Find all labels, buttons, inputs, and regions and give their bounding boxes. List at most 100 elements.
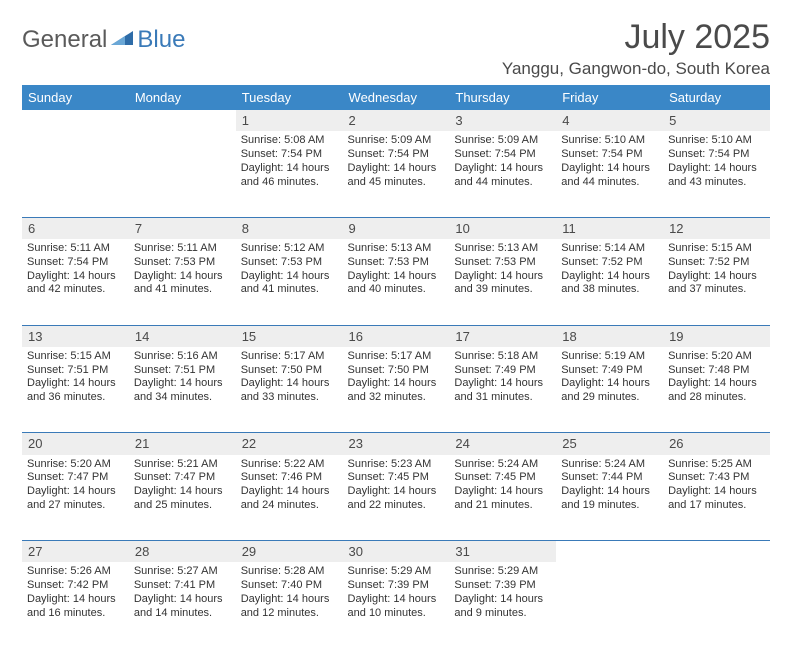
day-cell: Sunrise: 5:25 AMSunset: 7:43 PMDaylight:… [663,455,770,541]
sunset-text: Sunset: 7:43 PM [668,471,765,485]
sunrise-text: Sunrise: 5:14 AM [561,242,658,256]
sunset-text: Sunset: 7:47 PM [134,471,231,485]
sunrise-text: Sunrise: 5:23 AM [348,458,445,472]
page-title: July 2025 [502,18,770,57]
day-number: 17 [449,326,556,347]
location-subtitle: Yanggu, Gangwon-do, South Korea [502,59,770,79]
day-number: 9 [343,218,450,239]
weekday-header-row: Sunday Monday Tuesday Wednesday Thursday… [22,85,770,110]
sunrise-text: Sunrise: 5:21 AM [134,458,231,472]
daylight-text: Daylight: 14 hours and 17 minutes. [668,485,765,513]
daylight-text: Daylight: 14 hours and 22 minutes. [348,485,445,513]
sunrise-text: Sunrise: 5:20 AM [668,350,765,364]
sunset-text: Sunset: 7:53 PM [348,256,445,270]
sunrise-text: Sunrise: 5:17 AM [348,350,445,364]
daylight-text: Daylight: 14 hours and 41 minutes. [134,270,231,298]
day-number: 3 [449,110,556,131]
calendar-body: 12345Sunrise: 5:08 AMSunset: 7:54 PMDayl… [22,110,770,648]
sunset-text: Sunset: 7:46 PM [241,471,338,485]
sunrise-text: Sunrise: 5:18 AM [454,350,551,364]
daylight-text: Daylight: 14 hours and 31 minutes. [454,377,551,405]
day-cell: Sunrise: 5:10 AMSunset: 7:54 PMDaylight:… [663,131,770,217]
daylight-text: Daylight: 14 hours and 32 minutes. [348,377,445,405]
day-number: 26 [663,433,770,454]
day-cell [556,562,663,648]
sunrise-text: Sunrise: 5:10 AM [668,134,765,148]
sunrise-text: Sunrise: 5:16 AM [134,350,231,364]
sunrise-text: Sunrise: 5:28 AM [241,565,338,579]
sunset-text: Sunset: 7:53 PM [454,256,551,270]
daylight-text: Daylight: 14 hours and 25 minutes. [134,485,231,513]
sunrise-text: Sunrise: 5:25 AM [668,458,765,472]
daylight-text: Daylight: 14 hours and 16 minutes. [27,593,124,621]
sunset-text: Sunset: 7:53 PM [241,256,338,270]
brand-part2: Blue [137,26,185,54]
day-number: 24 [449,433,556,454]
day-cell: Sunrise: 5:20 AMSunset: 7:47 PMDaylight:… [22,455,129,541]
sunset-text: Sunset: 7:54 PM [454,148,551,162]
day-cell: Sunrise: 5:20 AMSunset: 7:48 PMDaylight:… [663,347,770,433]
sunrise-text: Sunrise: 5:15 AM [27,350,124,364]
day-cell: Sunrise: 5:13 AMSunset: 7:53 PMDaylight:… [449,239,556,325]
daylight-text: Daylight: 14 hours and 29 minutes. [561,377,658,405]
sunrise-text: Sunrise: 5:09 AM [454,134,551,148]
day-cell: Sunrise: 5:24 AMSunset: 7:44 PMDaylight:… [556,455,663,541]
day-number: 7 [129,218,236,239]
week-row: Sunrise: 5:11 AM Sunset: 7:54 PM Daylight:… [22,239,770,325]
daynum-row: 6789101112 [22,218,770,239]
sunset-text: Sunset: 7:40 PM [241,579,338,593]
day-cell: Sunrise: 5:17 AMSunset: 7:50 PMDaylight:… [343,347,450,433]
day-number: 20 [22,433,129,454]
sunset-text: Sunset: 7:52 PM [561,256,658,270]
header: General Blue July 2025 Yanggu, Gangwon-d… [22,18,770,79]
day-cell: Sunrise: 5:14 AMSunset: 7:52 PMDaylight:… [556,239,663,325]
sunrise-text: Sunrise: 5:22 AM [241,458,338,472]
sunrise-text: Sunrise: 5:10 AM [561,134,658,148]
day-number: 6 [22,218,129,239]
sunrise-text: Sunrise: 5:11 AM [134,242,231,256]
sunrise-text: Sunrise: 5:20 AM [27,458,124,472]
day-number [556,541,663,562]
sunrise-text: Sunrise: 5:15 AM [668,242,765,256]
sunset-text: Sunset: 7:51 PM [27,364,124,378]
week-row: Sunrise: 5:20 AMSunset: 7:47 PMDaylight:… [22,455,770,541]
day-cell: Sunrise: 5:21 AMSunset: 7:47 PMDaylight:… [129,455,236,541]
day-cell: Sunrise: 5:29 AMSunset: 7:39 PMDaylight:… [449,562,556,648]
daylight-text: Daylight: 14 hours and 27 minutes. [27,485,124,513]
sunset-text: Sunset: 7:51 PM [134,364,231,378]
day-cell: Sunrise: 5:27 AMSunset: 7:41 PMDaylight:… [129,562,236,648]
sunrise-text: Sunrise: 5:19 AM [561,350,658,364]
day-cell: Sunrise: 5:09 AMSunset: 7:54 PMDaylight:… [343,131,450,217]
sunset-text: Sunset: 7:39 PM [348,579,445,593]
day-number: 27 [22,541,129,562]
day-number [663,541,770,562]
daynum-row: 13141516171819 [22,326,770,347]
day-number [22,110,129,131]
daylight-text: Daylight: 14 hours and 41 minutes. [241,270,338,298]
daylight-text: Daylight: 14 hours and 24 minutes. [241,485,338,513]
day-cell [663,562,770,648]
sunset-text: Sunset: 7:48 PM [668,364,765,378]
day-number: 14 [129,326,236,347]
day-cell: Sunrise: 5:24 AMSunset: 7:45 PMDaylight:… [449,455,556,541]
daylight-text: Daylight: 14 hours and 44 minutes. [454,162,551,190]
weekday-header: Tuesday [236,85,343,110]
day-number: 19 [663,326,770,347]
daylight-text: Daylight: 14 hours and 9 minutes. [454,593,551,621]
day-cell: Sunrise: 5:08 AMSunset: 7:54 PMDaylight:… [236,131,343,217]
sunset-text: Sunset: 7:49 PM [454,364,551,378]
daylight-text: Daylight: 14 hours and 38 minutes. [561,270,658,298]
sunset-text: Sunset: 7:54 PM [241,148,338,162]
weekday-header: Saturday [663,85,770,110]
sunset-text: Sunset: 7:54 PM [27,256,124,270]
weekday-header: Sunday [22,85,129,110]
week-row: Sunrise: 5:08 AMSunset: 7:54 PMDaylight:… [22,131,770,217]
sunset-text: Sunset: 7:54 PM [561,148,658,162]
day-number: 13 [22,326,129,347]
daylight-text: Daylight: 14 hours and 14 minutes. [134,593,231,621]
week-row: Sunrise: 5:26 AMSunset: 7:42 PMDaylight:… [22,562,770,648]
daylight-text: Daylight: 14 hours and 37 minutes. [668,270,765,298]
sunrise-text: Sunrise: 5:09 AM [348,134,445,148]
daylight-text: Daylight: 14 hours and 40 minutes. [348,270,445,298]
day-number: 15 [236,326,343,347]
